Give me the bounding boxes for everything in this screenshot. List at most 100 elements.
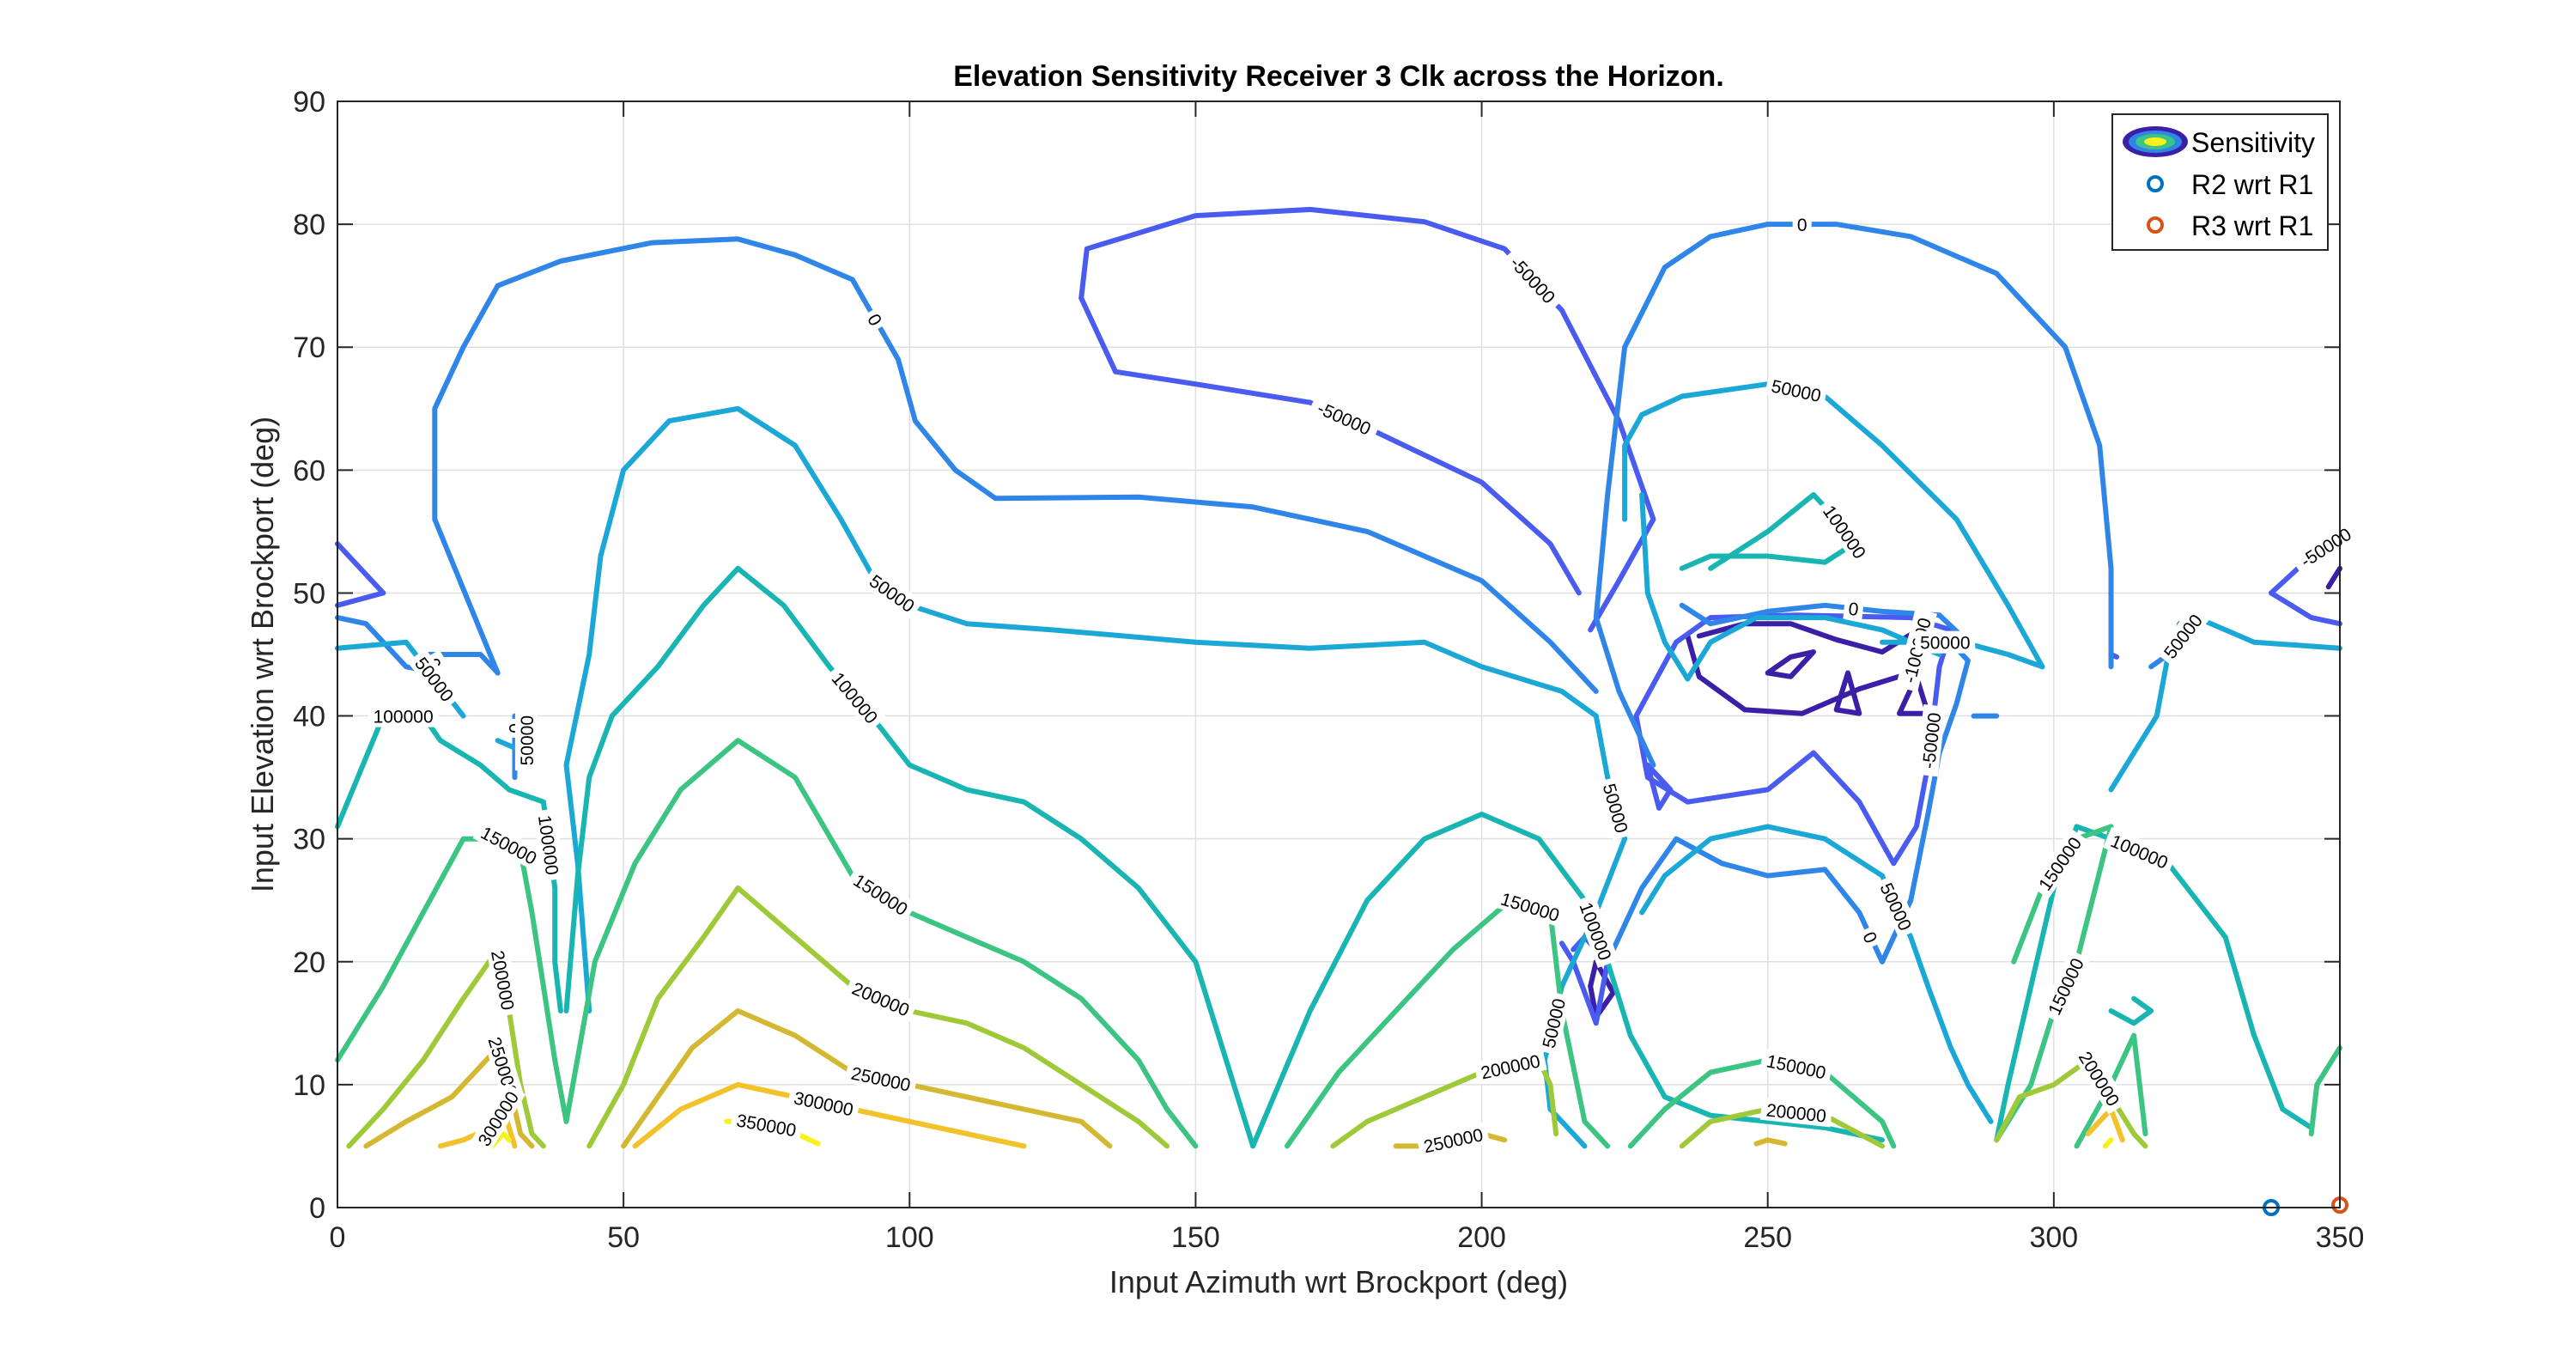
contour-line bbox=[1833, 670, 1862, 716]
contour-line bbox=[1644, 762, 1674, 811]
x-tick-label: 300 bbox=[2029, 1221, 2078, 1254]
legend-sensitivity-icon bbox=[2123, 126, 2188, 157]
contour-label-text: 50000 bbox=[1920, 634, 1970, 654]
contour-label-bg bbox=[1815, 496, 1874, 567]
contour-label: 50000 bbox=[1915, 630, 1976, 654]
contour-label-text: 0 bbox=[1797, 216, 1807, 235]
y-tick-label: 10 bbox=[293, 1069, 325, 1102]
x-tick-label: 150 bbox=[1171, 1221, 1220, 1254]
contour-line bbox=[2308, 1045, 2342, 1137]
contour-label: 50000 bbox=[514, 710, 538, 771]
y-axis-label: Input Elevation wrt Brockport (deg) bbox=[245, 417, 280, 892]
contour-label-bg bbox=[1501, 246, 1565, 313]
x-tick-label: 50 bbox=[607, 1221, 640, 1254]
contour-line bbox=[2074, 1032, 2148, 1149]
contour-line bbox=[2325, 565, 2342, 590]
contour-label-bg bbox=[1535, 991, 1571, 1056]
y-tick-label: 60 bbox=[293, 454, 325, 487]
contour-label-bg bbox=[1915, 630, 1976, 654]
contour-label-bg bbox=[2030, 828, 2089, 899]
contour-label-bg bbox=[1759, 1097, 1833, 1128]
contour-label: 0 bbox=[1843, 596, 1865, 621]
contour-label-bg bbox=[485, 943, 521, 1017]
y-tick-label: 80 bbox=[293, 209, 325, 241]
contour-label-bg bbox=[1307, 393, 1382, 443]
legend-marker-r3 bbox=[2147, 216, 2164, 234]
contour-label-bg bbox=[2155, 605, 2210, 667]
contour-line bbox=[1593, 222, 2114, 768]
contour-label-bg bbox=[1493, 885, 1568, 928]
contour-line bbox=[335, 590, 386, 608]
contour-label-text: 0 bbox=[1848, 599, 1860, 620]
contour-line bbox=[335, 541, 386, 596]
x-tick-label: 100 bbox=[885, 1221, 934, 1254]
contour-line bbox=[1639, 824, 1994, 1124]
contour-label-bg bbox=[1416, 1121, 1491, 1159]
contour-label-bg bbox=[1759, 1048, 1833, 1085]
axis-ticks bbox=[337, 100, 2341, 1208]
contour-line bbox=[2102, 1137, 2114, 1149]
contour-label-bg bbox=[845, 865, 917, 923]
plot-area-frame bbox=[337, 100, 2341, 1208]
y-tick-label: 90 bbox=[293, 86, 325, 119]
contour-label-bg bbox=[1843, 596, 1865, 621]
contour-label-text: 50000 bbox=[518, 715, 538, 765]
contour-label-bg bbox=[1915, 703, 1947, 777]
contour-label-bg bbox=[472, 818, 546, 872]
contour-line bbox=[1639, 492, 1942, 682]
legend-label-r3: R3 wrt R1 bbox=[2191, 210, 2313, 241]
contour-label-bg bbox=[1874, 874, 1920, 939]
contour-line bbox=[1679, 602, 1971, 645]
x-tick-labels: 0 50 100 150 200 250 300 350 bbox=[330, 1221, 2365, 1254]
contour-label-bg bbox=[787, 1085, 861, 1122]
contour-line bbox=[1897, 673, 1931, 716]
contour-label-bg bbox=[1473, 1048, 1547, 1085]
contour-label-bg bbox=[844, 974, 918, 1023]
y-tick-label: 20 bbox=[293, 946, 325, 979]
x-tick-label: 200 bbox=[1457, 1221, 1506, 1254]
contour-line bbox=[1765, 649, 1816, 679]
contour-label-bg bbox=[860, 305, 890, 334]
contour-label-bg bbox=[861, 566, 924, 620]
contour-label-bg bbox=[730, 1107, 804, 1142]
contour-label-bg bbox=[407, 648, 463, 710]
contour-line bbox=[1588, 958, 1616, 1020]
contour-label: 100000 bbox=[368, 704, 439, 727]
contour-label-bg bbox=[2040, 949, 2091, 1024]
contour-label-bg bbox=[823, 663, 887, 732]
contour-label-bg bbox=[482, 1029, 525, 1104]
legend-marker-r2 bbox=[2147, 175, 2164, 192]
x-axis-label: Input Azimuth wrt Brockport (deg) bbox=[1109, 1264, 1568, 1299]
y-tick-label: 40 bbox=[293, 701, 325, 733]
contour-line bbox=[563, 565, 1256, 1149]
legend-label-sensitivity: Sensitivity bbox=[2191, 127, 2315, 158]
contour-label: 0 bbox=[1792, 213, 1812, 236]
x-tick-label: 0 bbox=[330, 1221, 346, 1254]
contour-line bbox=[2108, 995, 2154, 1026]
x-tick-label: 250 bbox=[1743, 1221, 1792, 1254]
contour-label: 0 bbox=[1856, 923, 1886, 951]
contour-label: 0 bbox=[860, 305, 890, 334]
contour-label-bg bbox=[1792, 213, 1812, 236]
contour-label-bg bbox=[1856, 923, 1886, 951]
y-tick-label: 50 bbox=[293, 577, 325, 610]
contour-label-bg bbox=[844, 1060, 918, 1098]
y-tick-labels: 0 10 20 30 40 50 60 70 80 90 bbox=[293, 86, 325, 1225]
chart-title: Elevation Sensitivity Receiver 3 Clk acr… bbox=[953, 60, 1724, 93]
legend-label-r2: R2 wrt R1 bbox=[2191, 169, 2313, 200]
contour-line bbox=[437, 738, 563, 1013]
contour-label-bg bbox=[1573, 894, 1619, 968]
y-tick-label: 70 bbox=[293, 332, 325, 364]
contour-label-bg bbox=[469, 1082, 526, 1154]
contour-label-bg bbox=[2071, 1043, 2128, 1115]
contour-line bbox=[1753, 1137, 1788, 1147]
contour-line bbox=[2269, 590, 2342, 627]
contour-label-bg bbox=[1765, 373, 1828, 408]
contour-label-bg bbox=[514, 710, 538, 771]
contour-label-bg bbox=[2289, 518, 2361, 575]
y-tick-label: 0 bbox=[309, 1192, 325, 1225]
x-tick-label: 350 bbox=[2316, 1221, 2365, 1254]
contour-label-bg bbox=[533, 808, 565, 882]
y-tick-label: 30 bbox=[293, 824, 325, 856]
